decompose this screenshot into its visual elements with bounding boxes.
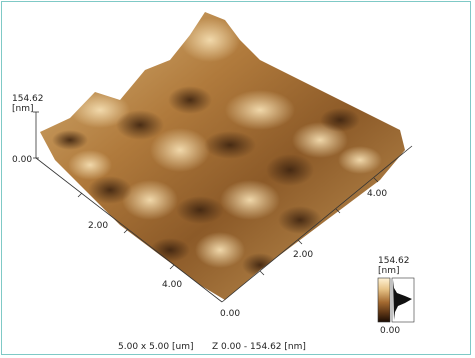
y-axis-tick-2: 2.00 [88,221,108,231]
color-scale-bar [377,277,391,323]
y-axis-tick-4: 4.00 [162,280,182,290]
color-scale-min-label: 0.00 [380,326,400,336]
z-axis-unit-label: [nm] [12,104,34,114]
color-scale-max-label: 154.62 [378,256,410,266]
x-axis-tick-4: 4.00 [367,189,387,199]
scan-size-label: 5.00 x 5.00 [um] [118,342,193,352]
color-scale-unit-label: [nm] [378,266,400,276]
y-axis-line [35,157,223,303]
color-scale: 154.62 [nm] 0.00 [377,256,415,336]
x-axis-tick-2: 2.00 [293,250,313,260]
height-histogram [393,280,412,320]
surface-texture [52,18,382,277]
x-axis-line [221,145,413,303]
z-axis-min-label: 0.00 [12,155,32,165]
z-range-label: Z 0.00 - 154.62 [nm] [212,342,306,352]
z-axis-max-label: 154.62 [12,94,44,104]
x-axis-origin-label: 0.00 [220,309,240,319]
